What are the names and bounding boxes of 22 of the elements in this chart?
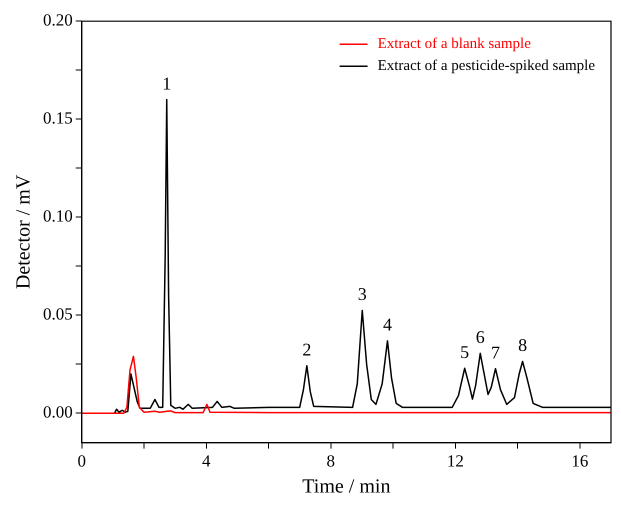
x-tick-label: 12: [446, 451, 464, 470]
annotation: 3: [358, 284, 367, 304]
annotation: 1: [162, 73, 172, 94]
annotation: 4: [382, 314, 392, 335]
x-tick-label: 16: [571, 451, 588, 470]
y-axis-title: Detector / mV: [12, 174, 34, 290]
y-tick-label: 0.15: [43, 108, 73, 128]
y-tick-label: 0.05: [43, 304, 73, 324]
annotation: 7: [491, 342, 500, 362]
x-tick-label: 0: [78, 451, 86, 470]
x-tick-label: 4: [202, 451, 212, 470]
x-axis-title: Time / min: [302, 475, 390, 498]
x-tick-label: 8: [326, 451, 336, 470]
annotation: 5: [460, 342, 470, 362]
y-tick-label: 0.10: [43, 206, 73, 226]
annotation: 2: [302, 340, 312, 360]
legend-label: Extract of a blank sample: [378, 36, 532, 52]
legend-label: Extract of a pesticide-spiked sample: [378, 58, 596, 74]
y-tick-label: 0.20: [43, 10, 73, 30]
annotation: 6: [476, 327, 485, 348]
y-tick-label: 0.00: [43, 402, 73, 422]
annotation: 8: [518, 335, 528, 356]
